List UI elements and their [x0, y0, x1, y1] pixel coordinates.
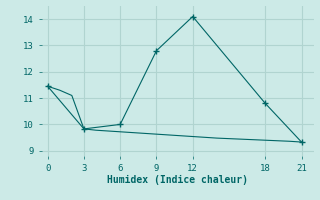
X-axis label: Humidex (Indice chaleur): Humidex (Indice chaleur) — [107, 175, 248, 185]
